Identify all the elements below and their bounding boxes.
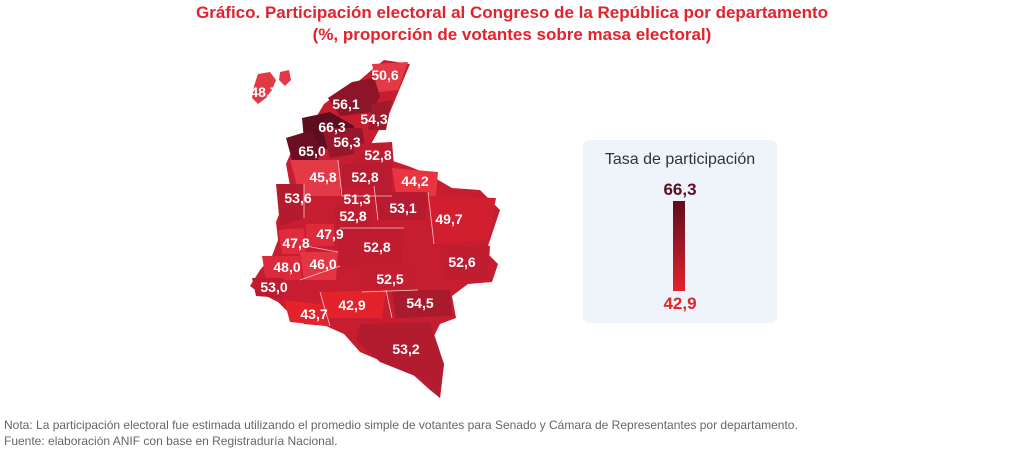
region-meta [338, 228, 404, 266]
label-guainia: 52,6 [448, 254, 475, 270]
label-santander-norte: 52,8 [364, 147, 391, 163]
region-arauca [392, 168, 438, 196]
label-boyaca: 51,3 [343, 191, 370, 207]
region-caqueta [320, 290, 386, 318]
region-vichada [428, 196, 496, 244]
label-meta: 52,8 [363, 239, 390, 255]
title-line-2: (%, proporción de votantes sobre masa el… [312, 25, 712, 44]
region-guajira [372, 62, 408, 92]
chart-title: Gráfico. Participación electoral al Cong… [0, 2, 1024, 46]
label-bolivar: 56,3 [333, 134, 360, 150]
label-amazonas: 53,2 [392, 341, 419, 357]
note-text: Nota: La participación electoral fue est… [4, 418, 798, 432]
legend-min-value: 42,9 [663, 294, 697, 313]
region-guainia [440, 246, 490, 280]
label-casanare: 53,1 [389, 200, 416, 216]
label-vaupes: 54,5 [406, 295, 433, 311]
label-guaviare: 52,5 [376, 271, 403, 287]
region-casanare [374, 192, 428, 220]
value-labels: 48,7 50,6 56,1 54,3 66,3 65,0 56,3 52,8 … [250, 67, 475, 357]
label-cauca: 48,0 [273, 259, 300, 275]
region-narino [252, 278, 284, 298]
region-atlantico-magdalena [328, 78, 380, 116]
region-huila [300, 252, 338, 280]
source-text: Fuente: elaboración ANIF con base en Reg… [4, 434, 338, 448]
label-sucre: 66,3 [318, 119, 345, 135]
label-san-andres: 48,7 [250, 84, 277, 100]
label-arauca: 44,2 [401, 173, 428, 189]
region-guaviare [360, 264, 418, 292]
label-santander: 52,8 [351, 169, 378, 185]
label-antioquia: 45,8 [309, 169, 336, 185]
label-magdalena: 56,1 [332, 96, 359, 112]
label-choco: 53,6 [284, 190, 311, 206]
label-putumayo: 43,7 [300, 306, 327, 322]
region-tolima [306, 224, 334, 246]
label-guajira: 50,6 [371, 67, 398, 83]
region-putumayo [284, 300, 330, 326]
region-choco [276, 184, 304, 226]
region-cauca [262, 256, 302, 280]
region-vaupes [392, 290, 452, 318]
legend-max-value: 66,3 [663, 180, 697, 199]
region-caldas [334, 206, 372, 228]
footnotes: Nota: La participación electoral fue est… [4, 417, 798, 449]
legend-title: Tasa de participación [604, 151, 756, 168]
label-caqueta: 42,9 [338, 297, 365, 313]
title-line-1: Gráfico. Participación electoral al Cong… [196, 3, 828, 22]
region-santander-n [354, 142, 394, 170]
label-tolima: 47,9 [316, 226, 343, 242]
region-cesar [368, 100, 392, 130]
label-caldas: 52,8 [339, 208, 366, 224]
label-cesar: 54,3 [360, 111, 387, 127]
label-huila: 46,0 [309, 256, 336, 272]
label-valle: 47,8 [282, 235, 309, 251]
label-cordoba: 65,0 [298, 143, 325, 159]
region-boyaca [340, 186, 374, 210]
region-san-andres [252, 72, 276, 104]
legend-panel: Tasa de participación 66,3 42,9 [583, 140, 777, 323]
region-san-andres-small [279, 70, 291, 86]
region-valle [278, 228, 306, 254]
legend-gradient-bar [673, 201, 685, 291]
region-uraba [286, 130, 322, 166]
label-narino: 53,0 [260, 279, 287, 295]
label-vichada: 49,7 [435, 211, 462, 227]
department-borders [299, 159, 435, 327]
region-amazonas [356, 322, 444, 398]
